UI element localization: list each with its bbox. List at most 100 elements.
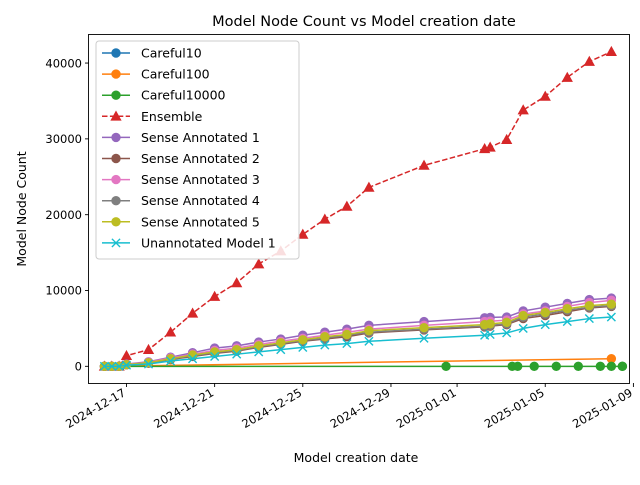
- series-ensemble: [98, 45, 617, 371]
- plot-area: [98, 45, 628, 372]
- data-point-ensemble: [120, 349, 133, 361]
- data-point-unannotated-model-1-stroke: [502, 328, 512, 338]
- data-point-unannotated-model-1: [298, 342, 308, 352]
- data-point-unannotated-model-1: [419, 333, 429, 343]
- legend-marker-sense-annotated-2: [111, 153, 121, 164]
- legend-marker-unannotated-model-1: [111, 238, 121, 248]
- x-tick-label: 2025-01-01: [394, 385, 459, 431]
- data-point-ensemble: [484, 141, 496, 152]
- data-point-sense-annotated-5: [320, 332, 330, 342]
- data-point-unannotated-model-1-stroke: [342, 338, 352, 349]
- data-point-sense-annotated-5: [342, 329, 352, 340]
- legend-marker-sense-annotated-1: [111, 132, 121, 143]
- legend-entry-sense-annotated-4: Sense Annotated 4: [102, 193, 260, 208]
- data-point-unannotated-model-1: [165, 356, 176, 366]
- data-point-unannotated-model-1: [502, 328, 512, 338]
- data-point-unannotated-model-1-stroke: [107, 361, 117, 371]
- data-point-ensemble: [231, 277, 243, 288]
- data-point-unannotated-model-1-stroke: [165, 356, 176, 366]
- y-tick-label: 40000: [45, 56, 82, 70]
- legend-entry-careful10: Careful10: [102, 46, 202, 61]
- data-point-careful10000: [617, 361, 628, 372]
- y-tick-label: 20000: [45, 208, 82, 222]
- x-tick-label: 2024-12-29: [328, 385, 393, 431]
- data-point-unannotated-model-1: [232, 349, 242, 359]
- data-point-unannotated-model-1: [540, 320, 550, 330]
- legend-marker-careful100: [111, 69, 121, 79]
- data-point-unannotated-model-1: [518, 323, 528, 333]
- data-point-ensemble: [297, 228, 309, 239]
- data-point-unannotated-model-1: [143, 359, 154, 369]
- data-point-unannotated-model-1-stroke: [364, 336, 374, 346]
- x-tick-label: 2025-01-09: [570, 385, 635, 431]
- x-tick-label: 2025-01-05: [482, 385, 547, 431]
- data-point-unannotated-model-1-stroke: [419, 333, 429, 343]
- series-line-ensemble: [104, 50, 612, 368]
- legend-marker-sense-annotated-4: [111, 195, 121, 206]
- data-point-sense-annotated-5: [231, 344, 242, 355]
- legend-label-sense-annotated-1: Sense Annotated 1: [141, 130, 260, 145]
- chart-title: Model Node Count vs Model creation date: [212, 14, 516, 30]
- data-point-sense-annotated-5: [518, 310, 528, 321]
- data-point-ensemble: [539, 90, 551, 101]
- data-point-ensemble: [319, 213, 331, 224]
- data-point-unannotated-model-1: [99, 361, 110, 371]
- legend-entry-sense-annotated-2: Sense Annotated 2: [102, 151, 260, 166]
- x-tick-label: 2024-12-21: [151, 385, 216, 431]
- data-point-sense-annotated-5: [209, 347, 220, 357]
- data-point-careful10000: [606, 361, 617, 372]
- data-point-unannotated-model-1: [254, 347, 264, 357]
- x-tick-label: 2024-12-17: [63, 385, 128, 431]
- data-point-unannotated-model-1-stroke: [606, 312, 616, 322]
- legend-marker-careful10: [111, 48, 121, 58]
- data-point-careful10000: [441, 361, 451, 372]
- data-point-unannotated-model-1-stroke: [584, 313, 594, 324]
- data-point-unannotated-model-1: [210, 351, 220, 362]
- data-point-careful10000: [551, 361, 561, 372]
- data-point-ensemble: [583, 55, 595, 66]
- data-point-unannotated-model-1: [584, 313, 594, 324]
- legend-frame: [95, 40, 300, 260]
- data-point-ensemble: [517, 104, 529, 115]
- legend-entry-sense-annotated-1: Sense Annotated 1: [102, 130, 260, 145]
- data-point-sense-annotated-5: [364, 325, 374, 336]
- data-point-ensemble: [605, 45, 617, 57]
- data-point-unannotated-model-1-stroke: [210, 351, 220, 362]
- data-point-sense-annotated-5: [276, 338, 286, 348]
- x-tick-label: 2024-12-25: [239, 385, 304, 431]
- data-point-ensemble: [363, 181, 375, 192]
- data-point-ensemble: [142, 343, 155, 354]
- series-line-unannotated-model-1: [104, 316, 612, 368]
- series-careful10000: [99, 361, 628, 372]
- legend-label-sense-annotated-3: Sense Annotated 3: [141, 172, 260, 187]
- data-point-sense-annotated-5: [419, 322, 429, 333]
- data-point-unannotated-model-1: [114, 361, 124, 371]
- data-point-unannotated-model-1-stroke: [254, 347, 264, 357]
- legend-entry-careful100: Careful100: [102, 67, 210, 82]
- data-point-unannotated-model-1-stroke: [518, 323, 528, 333]
- data-point-careful10000: [573, 361, 584, 372]
- legend-label-careful10: Careful10: [141, 46, 202, 61]
- data-point-unannotated-model-1: [276, 345, 286, 355]
- plot-frame: [88, 34, 630, 384]
- legend-entry-sense-annotated-5: Sense Annotated 5: [102, 214, 260, 229]
- data-point-unannotated-model-1: [320, 340, 330, 350]
- x-axis-ticks: 2024-12-17 2024-12-21 2024-12-25 2024-12-29…: [63, 383, 635, 431]
- data-point-sense-annotated-5: [606, 299, 617, 309]
- data-point-unannotated-model-1-stroke: [320, 340, 330, 350]
- legend: Careful10 Careful100 Careful10000 Ensemble S…: [95, 40, 300, 260]
- data-point-ensemble: [418, 159, 430, 170]
- data-point-sense-annotated-5: [143, 357, 154, 368]
- legend-marker-careful10000: [111, 90, 121, 100]
- data-point-unannotated-model-1: [121, 360, 132, 370]
- data-point-unannotated-model-1: [188, 354, 198, 364]
- data-point-unannotated-model-1-stroke: [188, 354, 198, 364]
- data-point-unannotated-model-1-stroke: [114, 361, 124, 371]
- data-point-careful10000: [529, 361, 539, 372]
- legend-label-sense-annotated-5: Sense Annotated 5: [141, 214, 260, 229]
- data-point-sense-annotated-5: [501, 317, 512, 328]
- legend-marker-ensemble: [110, 110, 122, 121]
- data-point-sense-annotated-5: [485, 319, 495, 329]
